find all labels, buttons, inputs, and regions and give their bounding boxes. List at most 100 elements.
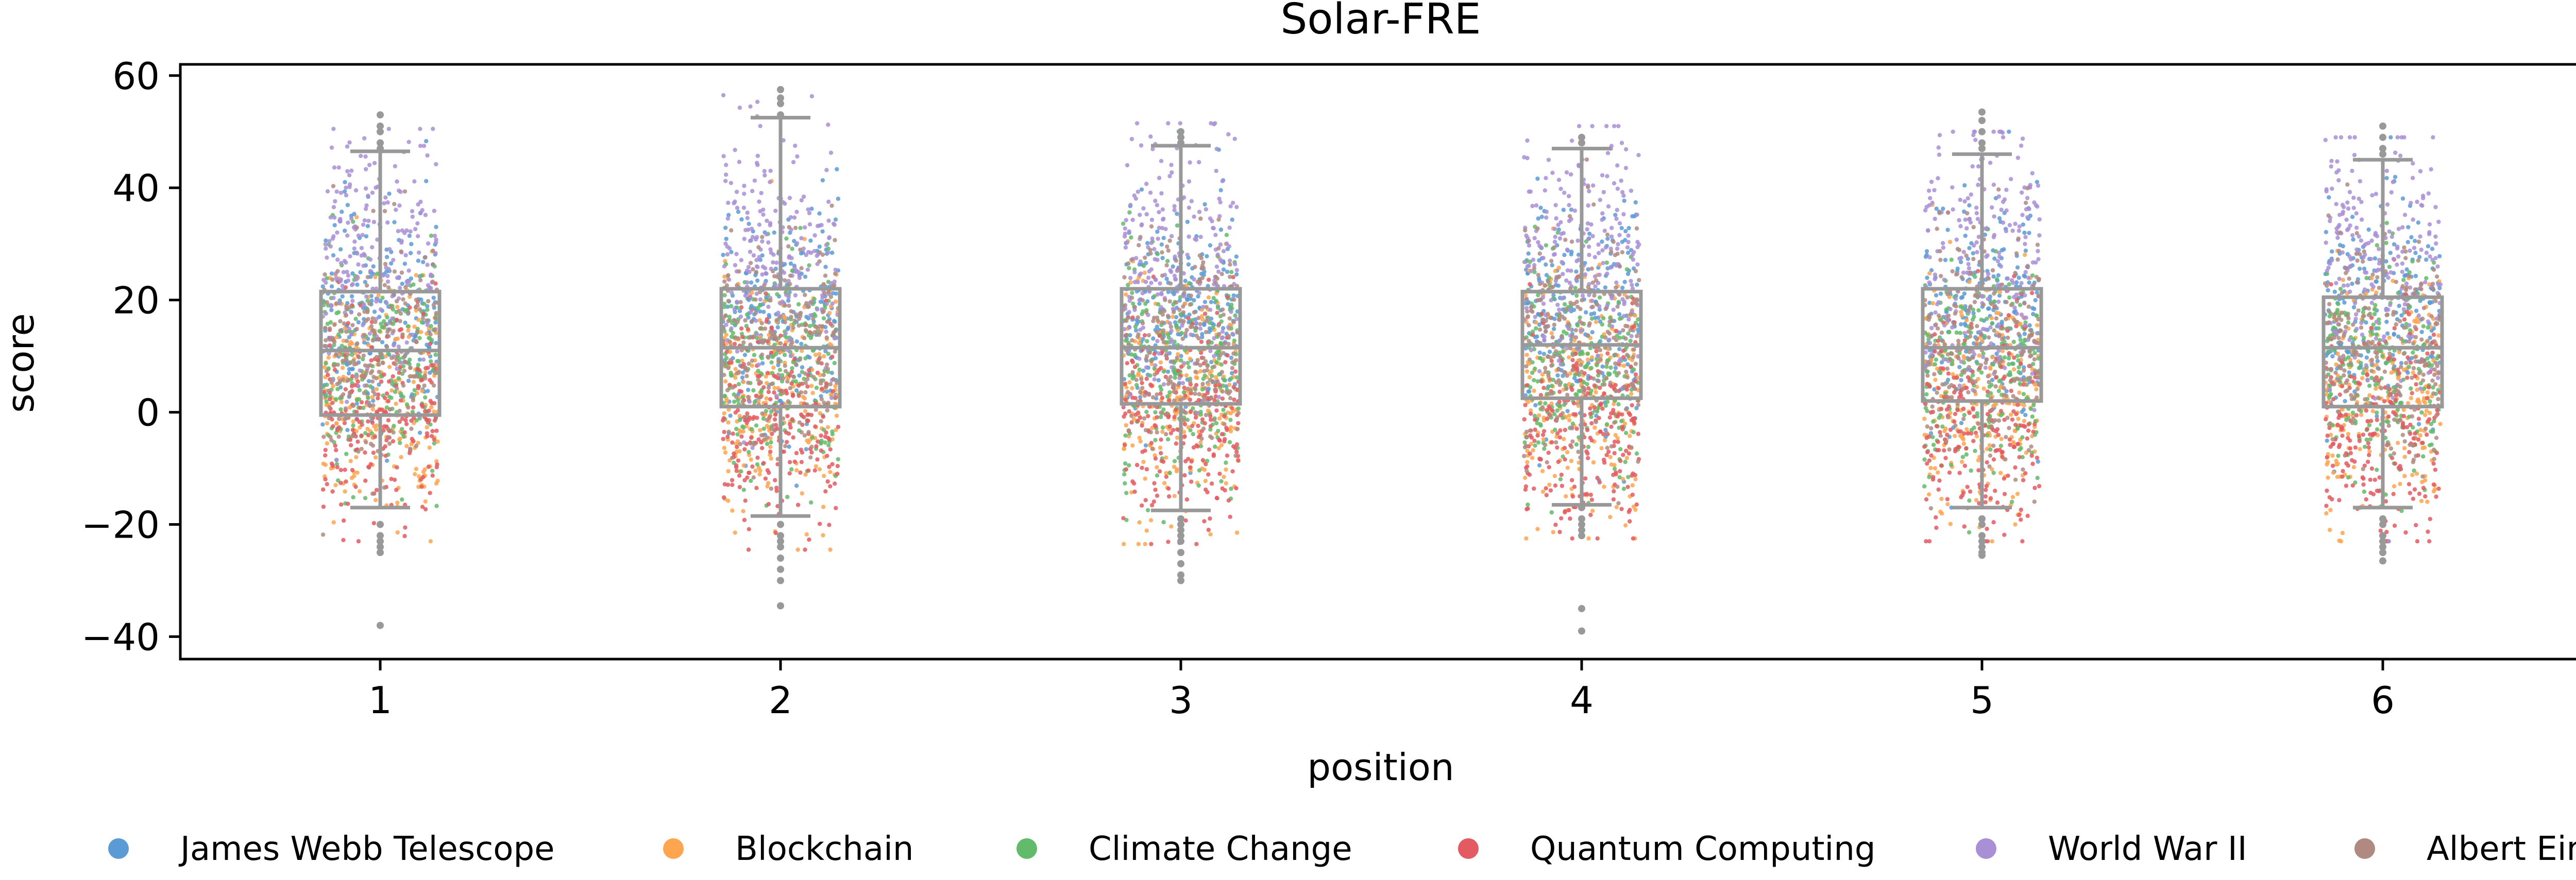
strip-point (397, 420, 402, 424)
strip-point (338, 247, 343, 252)
strip-point (821, 505, 826, 509)
strip-point (1165, 369, 1171, 374)
strip-point (351, 419, 355, 424)
strip-point (1533, 315, 1537, 319)
strip-point (723, 241, 728, 246)
strip-point (385, 435, 391, 440)
strip-point (1524, 383, 1529, 388)
strip-point (1220, 389, 1225, 394)
strip-point (354, 225, 359, 230)
strip-point (760, 239, 765, 244)
strip-point (749, 280, 754, 285)
strip-point (1544, 210, 1549, 214)
strip-point (762, 326, 768, 331)
strip-point (1590, 330, 1595, 335)
strip-point (346, 321, 350, 325)
strip-point (1588, 406, 1592, 411)
strip-point (1130, 315, 1135, 320)
strip-point (1194, 542, 1199, 546)
strip-point (416, 318, 421, 322)
strip-point (1629, 279, 1633, 283)
strip-point (1167, 398, 1172, 403)
strip-point (1193, 369, 1198, 374)
strip-point (1198, 444, 1204, 448)
strip-point (758, 335, 763, 339)
strip-point (734, 426, 739, 432)
strip-point (348, 361, 352, 366)
strip-point (1137, 367, 1142, 372)
strip-point (379, 321, 383, 326)
strip-point (391, 439, 396, 444)
strip-point (1214, 264, 1219, 269)
strip-point (1546, 451, 1551, 455)
strip-point (1534, 203, 1539, 208)
strip-point (755, 278, 760, 283)
strip-point (751, 267, 755, 272)
strip-point (1145, 508, 1150, 512)
strip-point (760, 411, 765, 416)
strip-point (1230, 406, 1234, 410)
strip-point (422, 409, 428, 413)
strip-point (426, 283, 431, 288)
strip-point (1181, 319, 1186, 323)
strip-point (1634, 406, 1639, 410)
strip-point (1559, 472, 1564, 477)
strip-point (1586, 444, 1591, 450)
strip-point (346, 377, 350, 383)
strip-point (1623, 166, 1629, 170)
strip-point (723, 450, 728, 455)
strip-point (344, 338, 349, 343)
strip-point (1182, 422, 1188, 427)
strip-point (369, 324, 374, 329)
strip-point (762, 169, 767, 174)
strip-point (320, 487, 326, 492)
strip-point (1585, 357, 1590, 362)
strip-point (365, 223, 370, 229)
strip-point (1623, 238, 1628, 243)
strip-point (1596, 315, 1601, 320)
strip-point (382, 485, 387, 490)
strip-point (1159, 410, 1163, 415)
strip-point (1532, 263, 1537, 268)
strip-point (1145, 241, 1150, 246)
strip-point (1139, 377, 1144, 382)
strip-point (1233, 313, 1238, 318)
strip-point (1567, 413, 1571, 418)
strip-point (790, 417, 794, 422)
strip-point (414, 340, 419, 344)
strip-point (1164, 277, 1169, 281)
strip-point (811, 348, 816, 353)
strip-point (324, 338, 328, 342)
strip-point (1204, 359, 1208, 364)
strip-point (330, 489, 335, 494)
strip-point (1169, 329, 1174, 333)
strip-point (1589, 497, 1594, 502)
strip-point (1122, 414, 1126, 419)
strip-point (1527, 243, 1532, 248)
strip-point (729, 304, 734, 308)
strip-point (1574, 426, 1579, 431)
strip-point (791, 325, 795, 330)
strip-point (1530, 360, 1535, 365)
strip-point (742, 415, 747, 420)
strip-point (766, 390, 771, 394)
strip-point (750, 319, 754, 323)
strip-point (394, 208, 398, 212)
strip-point (742, 183, 747, 188)
strip-point (418, 330, 423, 334)
strip-point (431, 303, 436, 307)
strip-point (1621, 212, 1626, 217)
strip-point (322, 343, 327, 348)
strip-point (1586, 236, 1591, 241)
strip-point (1127, 325, 1132, 330)
strip-point (1130, 479, 1135, 484)
strip-point (1234, 268, 1239, 272)
strip-point (1137, 298, 1142, 303)
strip-point (1155, 473, 1160, 478)
strip-point (1160, 250, 1164, 255)
strip-point (737, 160, 742, 164)
strip-point (775, 325, 780, 330)
strip-point (325, 300, 329, 305)
strip-point (1602, 229, 1607, 233)
strip-point (1155, 465, 1159, 470)
